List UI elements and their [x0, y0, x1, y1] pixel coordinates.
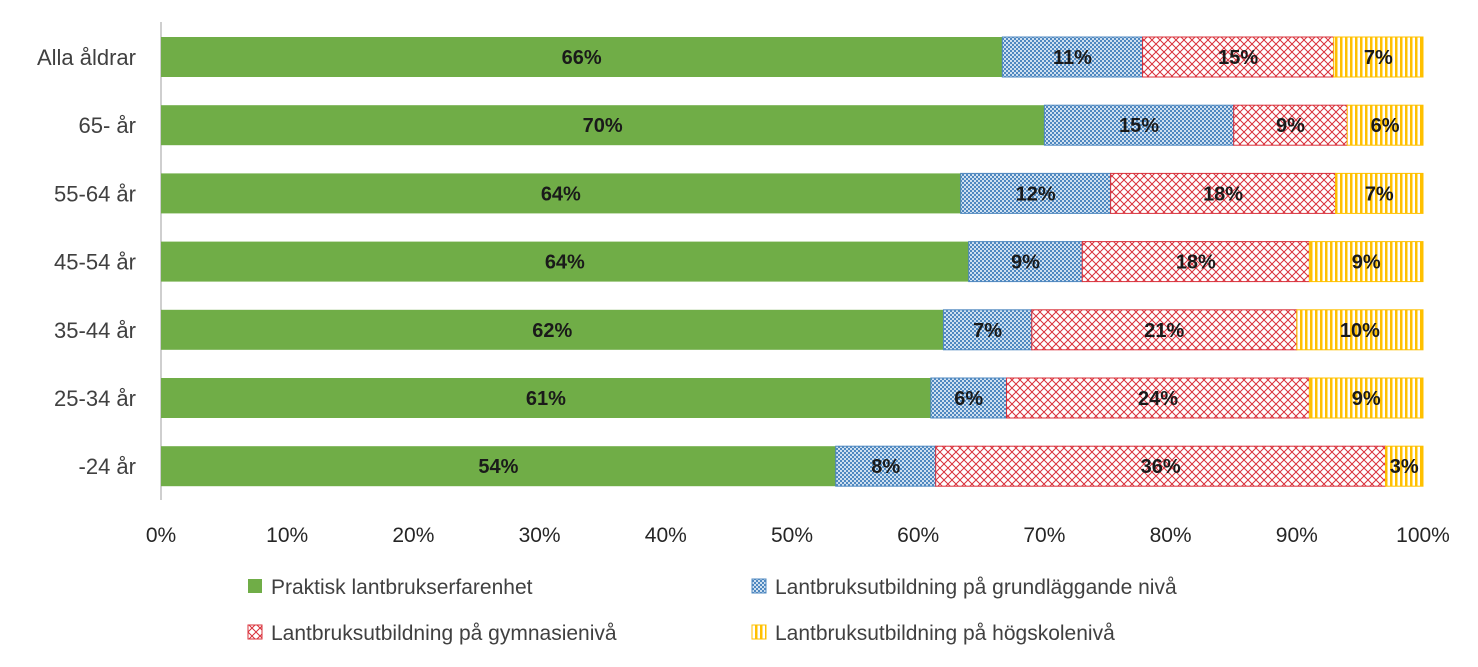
data-label: 12% — [1016, 183, 1056, 205]
bar-segment — [835, 445, 937, 487]
category-label: 65- år — [79, 113, 136, 138]
data-label: 18% — [1176, 252, 1216, 274]
data-label: 62% — [532, 320, 572, 342]
bar-segment — [1296, 309, 1424, 351]
category-label: 55-64 år — [54, 181, 136, 206]
x-tick-label: 40% — [645, 524, 687, 547]
data-label: 54% — [478, 456, 518, 478]
data-label: 61% — [526, 388, 566, 410]
bar-segment — [161, 105, 1045, 146]
bar-segment — [968, 241, 1083, 283]
data-label: 6% — [1371, 115, 1400, 137]
data-label: 21% — [1144, 320, 1184, 342]
bar-segment — [161, 446, 836, 487]
x-tick-label: 70% — [1023, 524, 1065, 547]
legend-label: Praktisk lantbrukserfarenhet — [271, 576, 533, 599]
bar-segment — [161, 378, 931, 418]
data-label: 36% — [1141, 456, 1181, 478]
category-label: Alla åldrar — [37, 45, 136, 70]
legend: Praktisk lantbrukserfarenhet Lantbruksutb… — [247, 576, 1177, 645]
bar-segment — [161, 309, 944, 350]
x-tick-label: 50% — [771, 524, 813, 547]
x-tick-label: 80% — [1150, 524, 1192, 547]
data-label: 9% — [1276, 115, 1305, 137]
bar-segment — [1335, 172, 1424, 214]
data-label: 64% — [545, 252, 585, 274]
data-label: 15% — [1119, 115, 1159, 137]
data-label: 6% — [954, 388, 983, 410]
bar-segment — [161, 241, 969, 282]
legend-label: Lantbruksutbildning på gymnasienivå — [271, 622, 617, 645]
x-tick-label: 20% — [392, 524, 434, 547]
legend-label: Lantbruksutbildning på högskolenivå — [775, 622, 1115, 645]
data-label: 8% — [871, 456, 900, 478]
x-tick-label: 10% — [266, 524, 308, 547]
bar-segment — [935, 445, 1387, 487]
bar-segment — [161, 173, 961, 214]
data-label: 18% — [1203, 183, 1243, 205]
bar-segment — [1081, 241, 1310, 283]
bar-segment — [1110, 172, 1337, 214]
category-label: 35-44 år — [54, 318, 136, 343]
x-tick-label: 60% — [897, 524, 939, 547]
bar-segment — [1043, 104, 1235, 146]
legend-swatch — [247, 624, 263, 640]
bar-segment — [1031, 309, 1298, 351]
data-label: 66% — [562, 47, 602, 69]
bar-segment — [1333, 36, 1424, 78]
data-label: 9% — [1011, 252, 1040, 274]
x-tick-label: 0% — [146, 524, 176, 547]
data-label: 10% — [1340, 320, 1380, 342]
x-tick-label: 100% — [1396, 524, 1450, 547]
legend-swatch — [751, 624, 767, 640]
data-label: 15% — [1218, 47, 1258, 69]
data-label: 11% — [1053, 47, 1092, 69]
category-label: 25-34 år — [54, 386, 136, 411]
bar-segment — [1142, 36, 1335, 78]
bar-segment — [942, 309, 1033, 351]
bar-segment — [1385, 445, 1424, 487]
data-label: 9% — [1352, 388, 1381, 410]
x-tick-label: 90% — [1276, 524, 1318, 547]
data-label: 64% — [541, 183, 581, 205]
x-tick-label: 30% — [519, 524, 561, 547]
bar-segment — [161, 37, 1003, 77]
data-label: 9% — [1352, 252, 1381, 274]
bar-segment — [1308, 241, 1424, 283]
data-label: 7% — [1364, 47, 1393, 69]
bar-segment — [960, 172, 1112, 214]
category-label: -24 år — [79, 454, 136, 479]
legend-label: Lantbruksutbildning på grundläggande niv… — [775, 576, 1177, 599]
legend-swatch — [248, 579, 262, 593]
legend-swatch — [751, 578, 767, 594]
data-label: 7% — [1365, 183, 1394, 205]
bar-segment — [1001, 36, 1144, 78]
category-label: 45-54 år — [54, 250, 136, 275]
data-label: 7% — [973, 320, 1002, 342]
data-label: 24% — [1138, 388, 1178, 410]
bar-segment — [1346, 104, 1424, 146]
data-label: 70% — [583, 115, 623, 137]
bar-segment — [1308, 377, 1424, 419]
data-label: 3% — [1390, 456, 1419, 478]
plot-area: Alla åldrar 66% 11% 15% 7% 65- år 70% 15% 9% 6% 55… — [37, 22, 1450, 547]
bar-segment — [1233, 104, 1348, 146]
